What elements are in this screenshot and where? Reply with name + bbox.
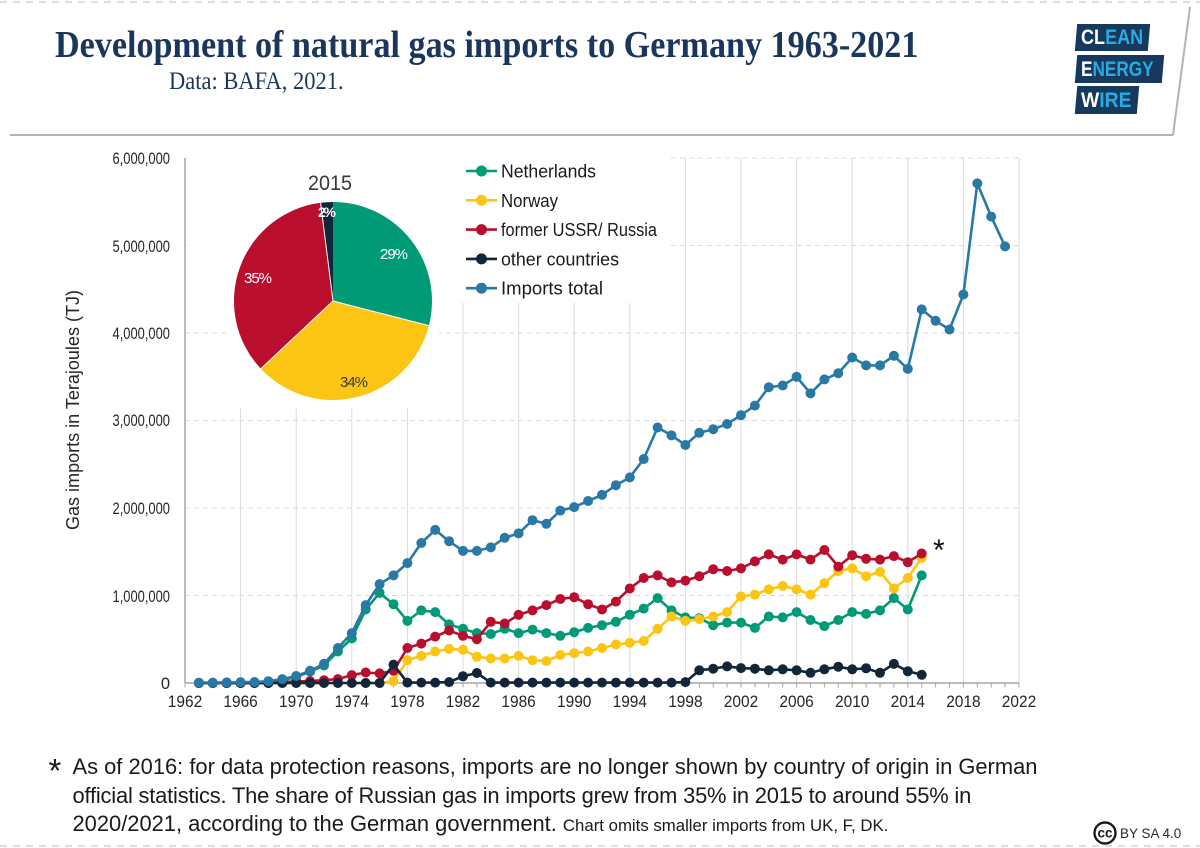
- svg-text:0: 0: [161, 675, 170, 693]
- svg-text:2006: 2006: [779, 693, 813, 711]
- svg-text:2015: 2015: [308, 172, 352, 195]
- svg-text:2014: 2014: [891, 693, 925, 711]
- svg-text:6,000,000: 6,000,000: [113, 150, 171, 168]
- svg-text:2022: 2022: [1002, 693, 1036, 711]
- svg-text:1978: 1978: [390, 693, 424, 711]
- svg-text:1986: 1986: [501, 693, 535, 711]
- svg-text:1982: 1982: [446, 693, 480, 711]
- svg-text:1990: 1990: [557, 693, 591, 711]
- svg-text:Gas imports in Terajoules (TJ): Gas imports in Terajoules (TJ): [63, 290, 83, 530]
- svg-text:2002: 2002: [724, 693, 758, 711]
- svg-text:35%: 35%: [244, 270, 272, 287]
- svg-text:1,000,000: 1,000,000: [113, 588, 171, 606]
- svg-text:1966: 1966: [223, 693, 257, 711]
- svg-text:Netherlands: Netherlands: [501, 162, 596, 182]
- svg-text:4,000,000: 4,000,000: [113, 325, 171, 343]
- svg-text:3,000,000: 3,000,000: [113, 412, 171, 430]
- svg-text:Norway: Norway: [501, 191, 559, 211]
- svg-text:2,000,000: 2,000,000: [113, 500, 171, 518]
- svg-text:1998: 1998: [668, 693, 702, 711]
- svg-text:34%: 34%: [340, 374, 368, 391]
- svg-text:cc: cc: [1097, 826, 1113, 841]
- svg-text:29%: 29%: [380, 246, 408, 263]
- svg-text:other countries: other countries: [501, 249, 619, 269]
- svg-text:Imports total: Imports total: [501, 279, 603, 299]
- svg-text:2018: 2018: [946, 693, 980, 711]
- svg-text:*: *: [933, 534, 945, 567]
- svg-text:2%: 2%: [318, 204, 337, 220]
- svg-text:1974: 1974: [335, 693, 369, 711]
- svg-text:1994: 1994: [613, 693, 647, 711]
- svg-text:5,000,000: 5,000,000: [113, 238, 171, 256]
- svg-text:1962: 1962: [168, 693, 202, 711]
- svg-text:former USSR/ Russia: former USSR/ Russia: [501, 220, 658, 240]
- svg-text:2010: 2010: [835, 693, 869, 711]
- svg-text:1970: 1970: [279, 693, 313, 711]
